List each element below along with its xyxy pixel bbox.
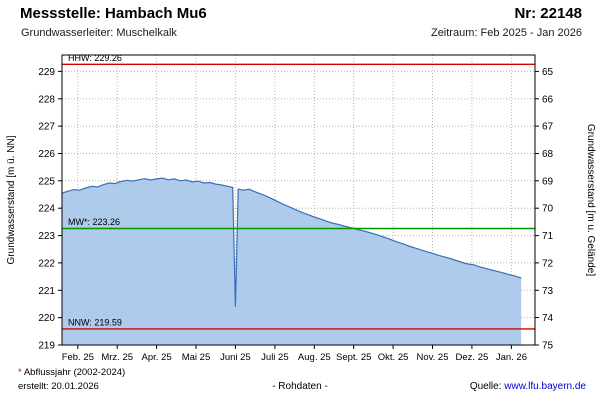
header-row-1: Messstelle: Hambach Mu6 Nr: 22148 — [20, 5, 582, 22]
y-tick-label-right: 70 — [542, 204, 554, 215]
y-tick-label-right: 71 — [542, 231, 554, 242]
x-tick-label: Sept. 25 — [336, 352, 371, 363]
x-tick-label: Aug. 25 — [298, 352, 331, 363]
y-tick-label-left: 221 — [38, 286, 55, 297]
y-tick-label-left: 224 — [38, 204, 55, 215]
source-link[interactable]: www.lfu.bayern.de — [504, 381, 586, 392]
source-label: Quelle: — [469, 381, 505, 392]
y-tick-label-right: 75 — [542, 341, 554, 352]
y-tick-label-left: 223 — [38, 231, 55, 242]
y-tick-label-right: 65 — [542, 67, 554, 78]
y-tick-label-left: 225 — [38, 176, 55, 187]
reference-line-label-hhw: HHW: 229.26 — [68, 53, 122, 63]
y-tick-label-left: 227 — [38, 122, 55, 133]
y-tick-label-left: 222 — [38, 258, 55, 269]
x-tick-label: Jan. 26 — [496, 352, 527, 363]
period-label: Zeitraum: Feb 2025 - Jan 2026 — [430, 27, 582, 39]
reference-line-label-nnw: NNW: 219.59 — [68, 317, 122, 327]
x-tick-label: Apr. 25 — [142, 352, 172, 363]
x-tick-label: Feb. 25 — [62, 352, 94, 363]
x-tick-label: Okt. 25 — [378, 352, 409, 363]
y-tick-label-right: 72 — [542, 258, 554, 269]
y-tick-label-right: 67 — [542, 122, 554, 133]
y-tick-label-right: 68 — [542, 149, 554, 160]
x-tick-label: Juli 25 — [261, 352, 288, 363]
footnote-abflussjahr: * Abflussjahr (2002-2024) — [18, 367, 125, 378]
plot-border — [61, 54, 536, 346]
y-tick-label-right: 66 — [542, 94, 554, 105]
x-tick-label: Mrz. 25 — [101, 352, 133, 363]
groundwater-area — [62, 178, 522, 345]
x-tick-label: Juni 25 — [220, 352, 251, 363]
reference-line-label-mw: MW*: 223.26 — [68, 217, 120, 227]
y-tick-label-right: 69 — [542, 176, 554, 187]
created-date-label: erstellt: 20.01.2026 — [18, 381, 99, 392]
y-tick-label-left: 229 — [38, 67, 55, 78]
footnote-text: Abflussjahr (2002-2024) — [21, 367, 126, 378]
y-tick-label-left: 219 — [38, 341, 55, 352]
y-tick-label-left: 220 — [38, 313, 55, 324]
aquifer-label: Grundwasserleiter: Muschelkalk — [21, 27, 177, 39]
station-title: Messstelle: Hambach Mu6 — [20, 5, 207, 22]
header-row-2: Grundwasserleiter: Muschelkalk Zeitraum:… — [21, 27, 582, 39]
groundwater-line — [61, 177, 522, 307]
y-axis-title-right: Grundwasserstand [m u. Gelände] — [585, 124, 596, 277]
y-tick-label-left: 226 — [38, 149, 55, 160]
station-number: Nr: 22148 — [514, 5, 582, 22]
source-line: Quelle: www.lfu.bayern.de — [470, 381, 586, 392]
footnote-asterisk: * — [18, 367, 22, 378]
y-tick-label-left: 228 — [38, 94, 55, 105]
x-tick-label: Dez. 25 — [456, 352, 489, 363]
y-tick-label-right: 74 — [542, 313, 554, 324]
y-tick-label-right: 73 — [542, 286, 554, 297]
x-tick-label: Mai 25 — [182, 352, 211, 363]
x-tick-label: Nov. 25 — [416, 352, 448, 363]
y-axis-title-left: Grundwasserstand [m ü. NN] — [6, 135, 17, 264]
data-type-label: - Rohdaten - — [272, 381, 328, 392]
